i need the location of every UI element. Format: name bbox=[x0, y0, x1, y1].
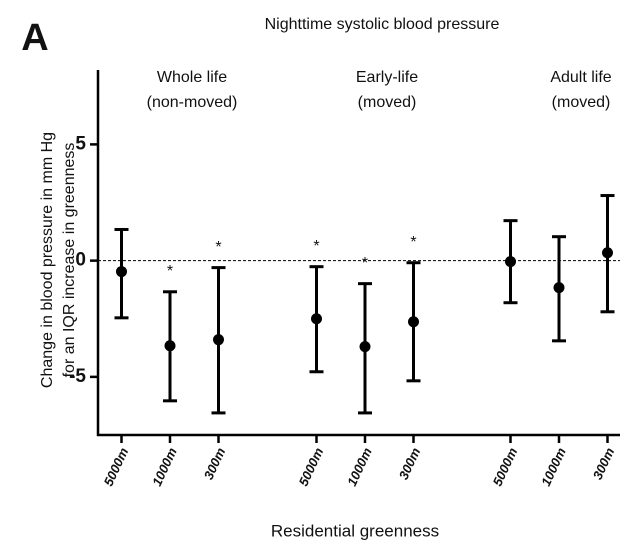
x-tick-label: 300m bbox=[590, 445, 618, 482]
point bbox=[359, 341, 371, 353]
x-tick-label: 5000m bbox=[490, 445, 521, 488]
point bbox=[213, 334, 224, 346]
point bbox=[553, 282, 565, 294]
x-tick-label: 1000m bbox=[344, 445, 375, 488]
point bbox=[602, 247, 613, 259]
significance-label: * bbox=[410, 234, 416, 251]
significance-label: * bbox=[167, 263, 173, 280]
group-label: (moved) bbox=[552, 94, 611, 111]
significance-label: * bbox=[215, 239, 221, 256]
y-tick-label: 0 bbox=[75, 250, 86, 271]
panel-label: A bbox=[21, 17, 48, 59]
y-axis-label: Change in blood pressure in mm Hg bbox=[39, 132, 56, 388]
significance-label: * bbox=[313, 238, 319, 255]
significance-label: * bbox=[362, 255, 368, 272]
y-tick-label: -5 bbox=[69, 366, 86, 387]
y-axis-label: for an IQR increase in greenness bbox=[61, 143, 78, 378]
group-label: Adult life bbox=[550, 69, 611, 86]
x-tick-label: 1000m bbox=[149, 445, 180, 488]
point bbox=[116, 266, 127, 278]
point bbox=[164, 340, 176, 352]
point bbox=[505, 256, 516, 268]
x-tick-label: 5000m bbox=[101, 445, 132, 488]
point bbox=[408, 316, 419, 328]
x-tick-label: 1000m bbox=[538, 445, 569, 488]
group-label: Early-life bbox=[356, 69, 418, 86]
x-tick-label: 300m bbox=[396, 445, 424, 482]
y-tick-label: 5 bbox=[75, 133, 86, 154]
x-tick-label: 300m bbox=[201, 445, 229, 482]
group-label: (non-moved) bbox=[147, 94, 238, 111]
x-axis-label: Residential greenness bbox=[271, 521, 439, 540]
point bbox=[311, 313, 322, 325]
x-tick-label: 5000m bbox=[296, 445, 327, 488]
group-label: Whole life bbox=[157, 69, 227, 86]
chart-title: Nighttime systolic blood pressure bbox=[265, 16, 500, 33]
group-label: (moved) bbox=[358, 94, 417, 111]
